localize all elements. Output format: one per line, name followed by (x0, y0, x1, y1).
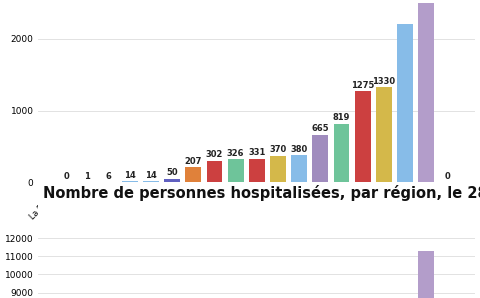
Text: 207: 207 (185, 157, 202, 166)
Text: Nombre de personnes hospitalisées, par région, le 28 avril: Nombre de personnes hospitalisées, par r… (43, 185, 480, 201)
Text: 14: 14 (124, 171, 136, 180)
Bar (334, 124, 349, 182)
Bar (291, 155, 307, 182)
Text: 50: 50 (166, 168, 178, 177)
Text: 0: 0 (444, 172, 450, 181)
Text: 302: 302 (206, 150, 223, 159)
Bar (397, 24, 413, 182)
Text: 370: 370 (269, 145, 287, 154)
Bar (376, 87, 392, 182)
Bar (355, 91, 371, 182)
Text: 6: 6 (106, 172, 111, 181)
Bar (143, 181, 159, 182)
Bar (164, 179, 180, 182)
Text: 1275: 1275 (351, 80, 374, 90)
Bar (206, 161, 222, 182)
Text: 1330: 1330 (372, 77, 396, 86)
Bar (312, 135, 328, 182)
Text: 380: 380 (290, 145, 308, 154)
Text: 331: 331 (248, 148, 265, 157)
Text: 0: 0 (63, 172, 69, 181)
Text: 14: 14 (145, 171, 157, 180)
Bar (249, 159, 265, 182)
Text: 819: 819 (333, 113, 350, 122)
Bar (228, 159, 243, 182)
Text: 326: 326 (227, 149, 244, 158)
Bar (270, 156, 286, 182)
Bar (185, 167, 201, 182)
Bar (418, 0, 434, 182)
Text: 665: 665 (312, 124, 329, 133)
Bar (122, 181, 138, 182)
Text: 1: 1 (84, 172, 90, 181)
